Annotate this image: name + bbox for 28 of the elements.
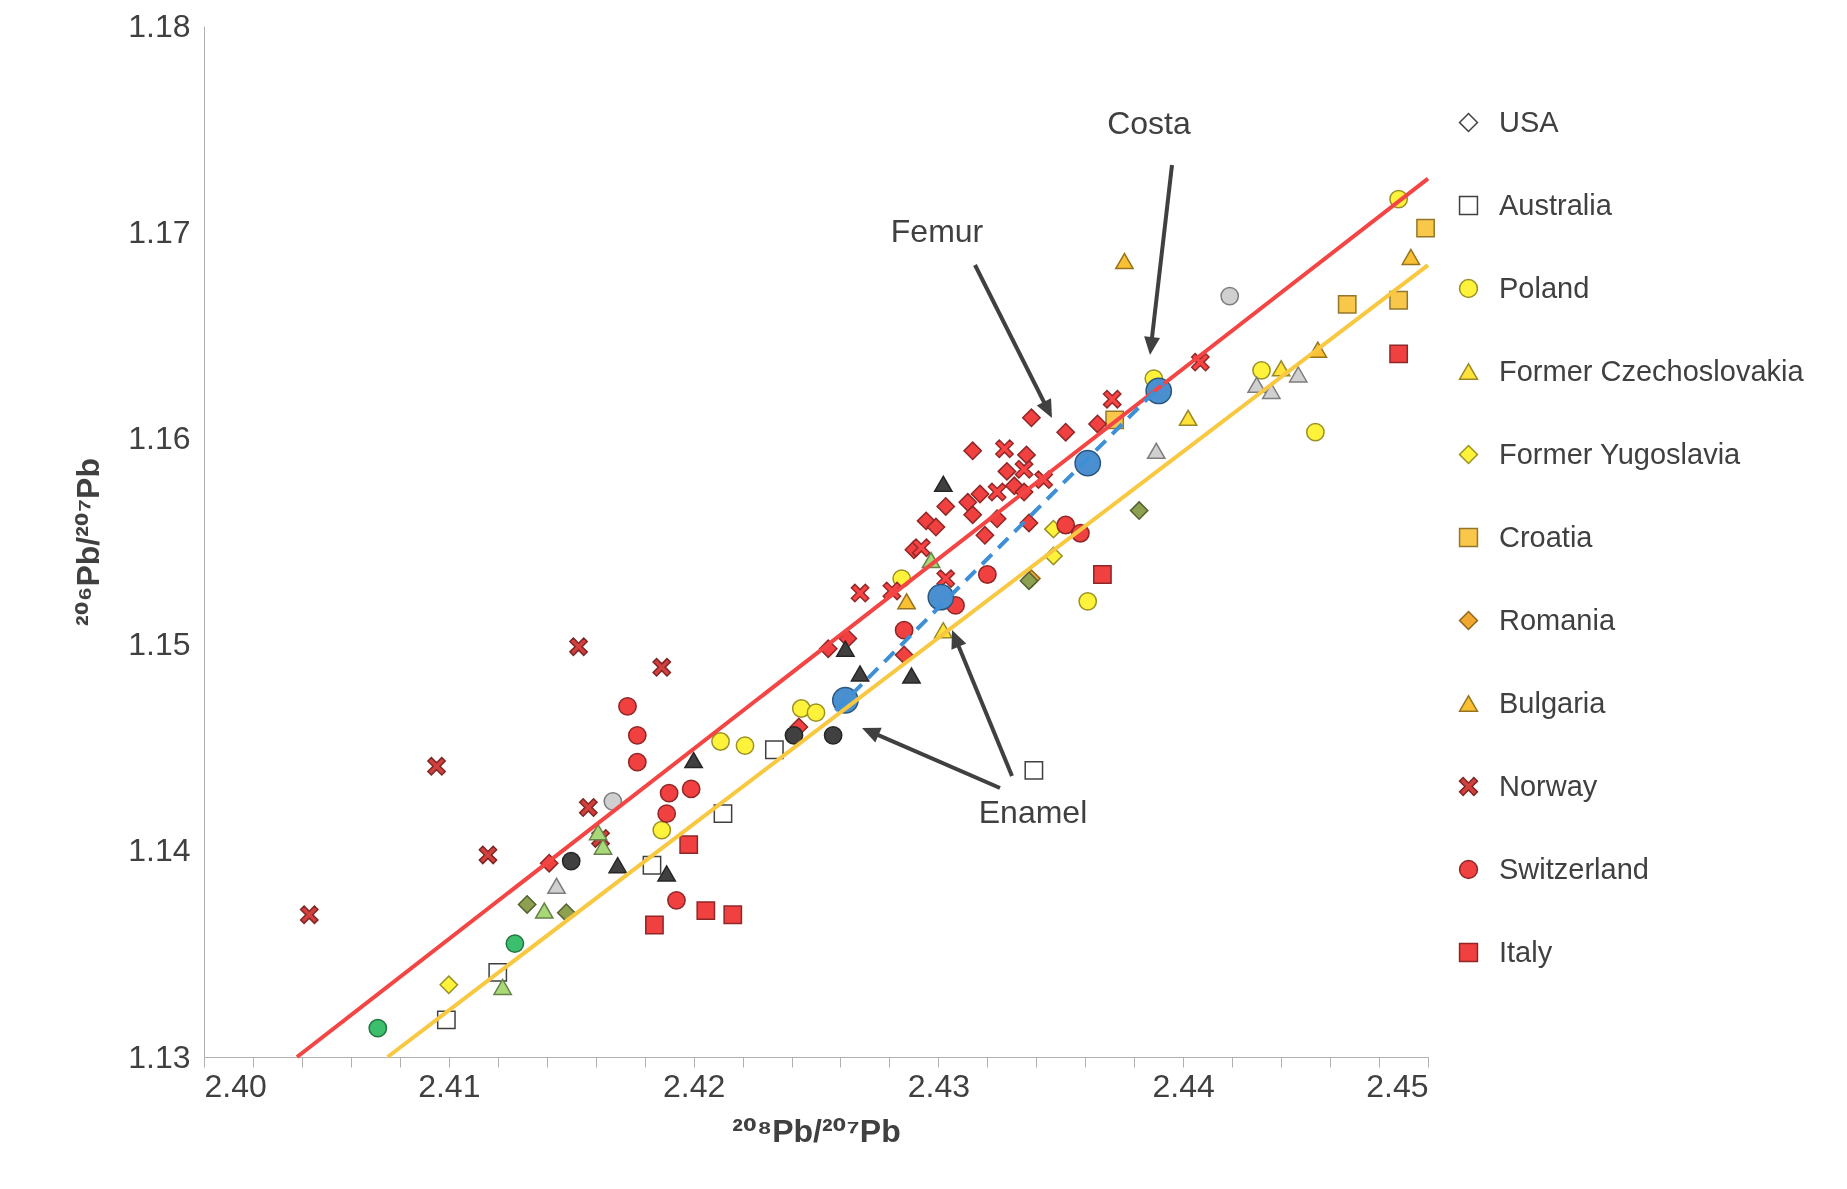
legend-label: Former Czechoslovakia <box>1499 354 1805 387</box>
x-tick-label: 2.40 <box>204 1067 267 1104</box>
legend-label: Switzerland <box>1499 852 1649 885</box>
x-tick-label: 2.44 <box>1152 1067 1215 1104</box>
y-tick-label: 1.15 <box>128 626 191 663</box>
legend-label: Former Yugoslavia <box>1499 437 1742 470</box>
legend-label: Croatia <box>1499 520 1594 553</box>
legend-label: Norway <box>1499 769 1598 802</box>
legend-label: Australia <box>1499 188 1613 221</box>
y-tick-label: 1.14 <box>128 832 191 869</box>
legend-label: Bulgaria <box>1499 686 1607 719</box>
x-tick-label: 2.45 <box>1366 1067 1429 1104</box>
annotation: Costa <box>1107 105 1191 141</box>
y-tick-label: 1.13 <box>128 1038 191 1075</box>
legend-label: Italy <box>1499 935 1553 968</box>
y-axis-title: ²⁰⁶Pb/²⁰⁷Pb <box>70 458 107 626</box>
x-tick-label: 2.41 <box>418 1067 481 1104</box>
legend-label: Romania <box>1499 603 1616 636</box>
y-tick-label: 1.16 <box>128 419 191 456</box>
annotation: Enamel <box>978 794 1088 830</box>
x-tick-label: 2.43 <box>907 1067 971 1104</box>
x-tick-label: 2.42 <box>662 1067 726 1104</box>
y-tick-label: 1.18 <box>128 7 191 44</box>
legend-label: USA <box>1499 105 1560 138</box>
y-tick-label: 1.17 <box>128 213 191 250</box>
annotation: Femur <box>890 213 984 249</box>
legend-label: Poland <box>1499 271 1590 304</box>
x-axis-title: ²⁰⁸Pb/²⁰⁷Pb <box>732 1112 901 1149</box>
